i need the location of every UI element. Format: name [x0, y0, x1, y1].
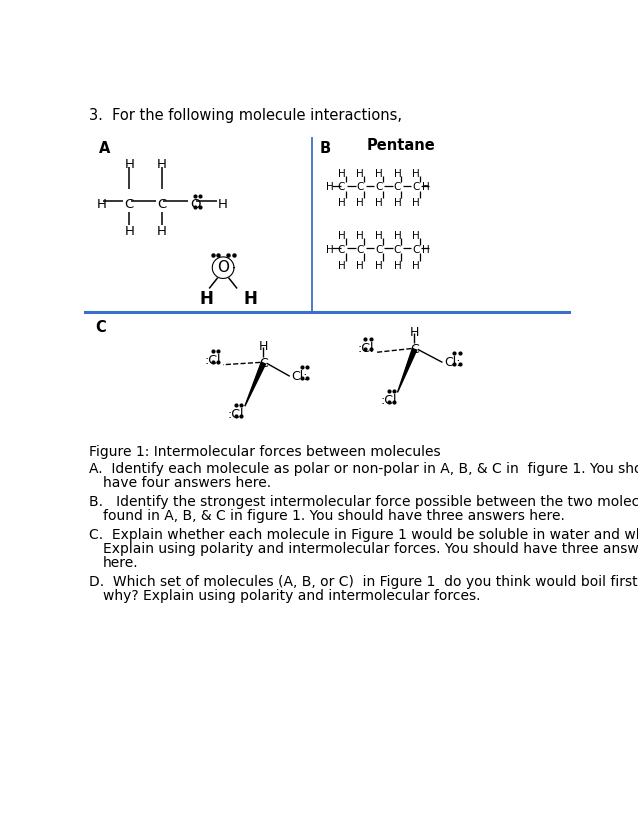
Text: :Cl: :Cl	[357, 342, 374, 355]
Text: H: H	[259, 340, 268, 353]
Text: H: H	[97, 197, 107, 210]
Text: C: C	[157, 197, 167, 210]
Text: H: H	[157, 225, 167, 238]
Text: H: H	[357, 169, 364, 179]
Text: H: H	[124, 158, 135, 171]
Text: H: H	[394, 198, 401, 208]
Text: A: A	[99, 141, 110, 156]
Polygon shape	[245, 362, 265, 406]
Text: 3.  For the following molecule interactions,: 3. For the following molecule interactio…	[89, 107, 402, 123]
Text: C: C	[124, 197, 134, 210]
Text: H: H	[218, 197, 228, 210]
Text: H: H	[243, 290, 257, 308]
Text: H: H	[394, 169, 401, 179]
Text: C: C	[394, 182, 401, 192]
Text: C: C	[412, 182, 420, 192]
Text: found in A, B, & C in figure 1. You should have three answers here.: found in A, B, & C in figure 1. You shou…	[103, 509, 565, 523]
Text: H: H	[357, 260, 364, 271]
Text: H: H	[422, 182, 430, 192]
Text: H: H	[338, 198, 346, 208]
Text: B: B	[320, 141, 331, 156]
Text: H: H	[394, 260, 401, 271]
Text: H: H	[375, 232, 383, 242]
Polygon shape	[397, 348, 417, 392]
Text: H: H	[326, 245, 334, 255]
Text: H: H	[338, 260, 346, 271]
Text: H: H	[422, 245, 430, 255]
Text: C: C	[338, 182, 345, 192]
Text: H: H	[412, 198, 420, 208]
Text: Cl:: Cl:	[444, 356, 461, 369]
Text: H: H	[412, 169, 420, 179]
Text: H: H	[200, 290, 214, 308]
Text: H: H	[412, 260, 420, 271]
Text: C: C	[375, 182, 382, 192]
Text: H: H	[394, 232, 401, 242]
Text: C.  Explain whether each molecule in Figure 1 would be soluble in water and why?: C. Explain whether each molecule in Figu…	[89, 528, 638, 542]
Text: H: H	[338, 232, 346, 242]
Text: have four answers here.: have four answers here.	[103, 476, 271, 490]
Text: H: H	[375, 169, 383, 179]
Text: H: H	[124, 225, 135, 238]
Text: D.  Which set of molecules (A, B, or C)  in Figure 1  do you think would boil fi: D. Which set of molecules (A, B, or C) i…	[89, 575, 638, 589]
Text: H: H	[338, 169, 346, 179]
Text: H: H	[412, 232, 420, 242]
Text: why? Explain using polarity and intermolecular forces.: why? Explain using polarity and intermol…	[103, 589, 480, 603]
Text: C: C	[338, 245, 345, 255]
Text: C: C	[394, 245, 401, 255]
Text: O: O	[189, 197, 200, 210]
Text: A.  Identify each molecule as polar or non-polar in A, B, & C in  figure 1. You : A. Identify each molecule as polar or no…	[89, 462, 638, 476]
Text: H: H	[375, 198, 383, 208]
Text: H: H	[357, 232, 364, 242]
Text: Cl:: Cl:	[292, 370, 308, 383]
Text: C: C	[357, 182, 364, 192]
Text: H: H	[357, 198, 364, 208]
Text: H: H	[375, 260, 383, 271]
Text: :Cl: :Cl	[228, 408, 244, 421]
Text: H: H	[410, 326, 419, 339]
Text: Figure 1: Intermolecular forces between molecules: Figure 1: Intermolecular forces between …	[89, 445, 441, 459]
Text: C: C	[259, 357, 267, 370]
Text: B.   Identify the strongest intermolecular force possible between the two molecu: B. Identify the strongest intermolecular…	[89, 495, 638, 509]
Text: here.: here.	[103, 555, 138, 570]
Text: :Cl: :Cl	[380, 394, 397, 407]
Text: :Cl: :Cl	[205, 354, 221, 367]
Text: H: H	[157, 158, 167, 171]
Text: Explain using polarity and intermolecular forces. You should have three answers: Explain using polarity and intermolecula…	[103, 542, 638, 556]
Text: C: C	[412, 245, 420, 255]
Text: C: C	[410, 343, 419, 356]
Text: C: C	[357, 245, 364, 255]
Text: C: C	[375, 245, 382, 255]
Text: Pentane: Pentane	[366, 138, 435, 153]
Text: H: H	[326, 182, 334, 192]
Text: O: O	[217, 260, 229, 275]
Text: C: C	[95, 320, 106, 335]
